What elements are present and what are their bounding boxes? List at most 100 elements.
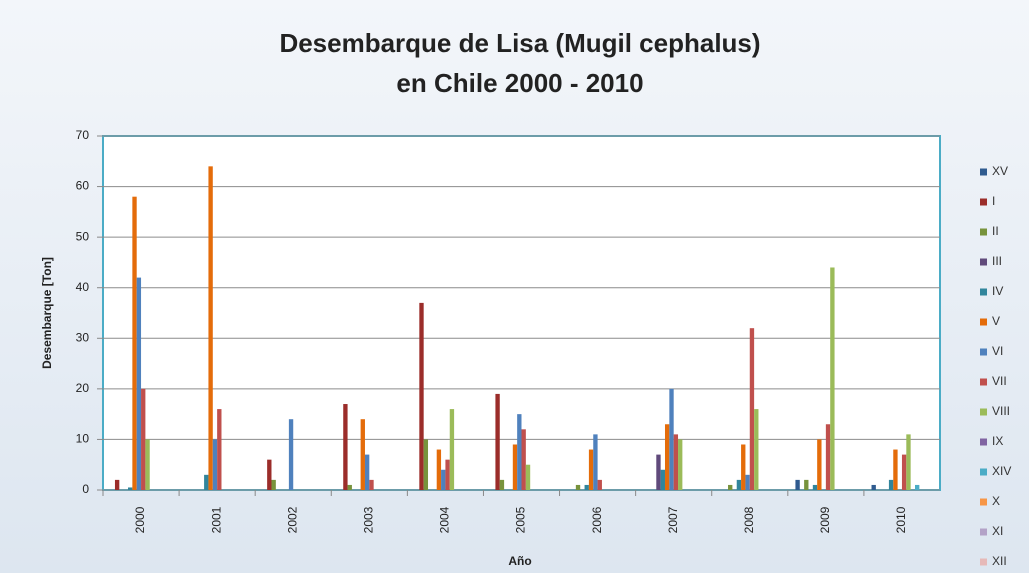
- legend-swatch: [980, 318, 987, 326]
- x-tick-label: 2003: [361, 506, 375, 533]
- x-tick-label: 2005: [514, 506, 528, 533]
- bar: [593, 434, 598, 490]
- legend-label: IV: [992, 284, 1003, 298]
- bar: [669, 388, 674, 490]
- y-axis-label: Desembarque [Ton]: [40, 257, 54, 369]
- legend-label: VII: [992, 374, 1007, 388]
- bar: [204, 474, 209, 490]
- legend-label: VIII: [992, 404, 1010, 418]
- x-axis-label: Año: [508, 554, 531, 568]
- y-tick-label: 40: [76, 280, 90, 294]
- y-tick-label: 0: [82, 482, 89, 496]
- x-tick-label: 2000: [133, 506, 147, 533]
- bar: [812, 484, 818, 490]
- legend-label: III: [992, 254, 1002, 268]
- bar: [660, 469, 665, 490]
- x-tick-label: 2008: [742, 506, 756, 533]
- bar: [588, 449, 594, 490]
- bar: [575, 484, 581, 490]
- x-tick-label: 2007: [666, 506, 680, 533]
- legend-swatch: [980, 528, 987, 536]
- bar: [136, 277, 142, 490]
- bar: [495, 393, 500, 490]
- bar: [754, 409, 759, 490]
- legend-label: XIV: [992, 464, 1011, 478]
- legend-label: X: [992, 494, 1000, 508]
- bar: [871, 484, 876, 490]
- bar: [364, 454, 370, 490]
- bar: [656, 454, 661, 490]
- bar: [360, 419, 365, 490]
- legend-swatch: [980, 258, 987, 266]
- legend-label: XII: [992, 554, 1007, 568]
- bar: [906, 434, 911, 490]
- bar: [128, 487, 133, 490]
- legend-swatch: [980, 168, 987, 176]
- legend-swatch: [980, 228, 987, 236]
- bar: [825, 424, 831, 490]
- bar: [817, 439, 822, 490]
- bar: [217, 409, 222, 490]
- legend-label: I: [992, 194, 995, 208]
- legend-swatch: [980, 378, 987, 386]
- legend-label: VI: [992, 344, 1003, 358]
- legend-swatch: [980, 408, 987, 416]
- bar: [795, 479, 800, 490]
- bar: [749, 328, 755, 490]
- legend-label: XV: [992, 164, 1008, 178]
- bar: [212, 439, 218, 490]
- bar: [132, 196, 137, 490]
- legend-label: V: [992, 314, 1000, 328]
- y-tick-label: 50: [76, 229, 90, 243]
- bar: [525, 464, 531, 490]
- bar: [445, 459, 450, 490]
- x-tick-label: 2002: [285, 506, 299, 533]
- bar: [521, 429, 526, 490]
- bar: [517, 414, 522, 490]
- bar: [914, 484, 920, 490]
- bar: [145, 439, 150, 490]
- bar: [745, 474, 750, 490]
- x-tick-label: 2001: [209, 506, 223, 533]
- bar: [114, 479, 120, 490]
- legend-swatch: [980, 198, 987, 206]
- bar: [741, 444, 746, 490]
- x-tick-label: 2009: [818, 506, 832, 533]
- legend-swatch: [980, 468, 987, 476]
- bar: [419, 302, 424, 490]
- bar: [893, 449, 898, 490]
- bar: [584, 484, 589, 490]
- bar: [449, 409, 455, 490]
- bar: [288, 419, 294, 490]
- bar: [441, 469, 446, 490]
- bar: [208, 166, 213, 491]
- legend-label: IX: [992, 434, 1003, 448]
- y-tick-label: 20: [76, 381, 90, 395]
- chart-title: Desembarque de Lisa (Mugil cephalus): [279, 28, 760, 58]
- x-tick-label: 2010: [894, 506, 908, 533]
- bar: [343, 404, 348, 490]
- bar: [728, 484, 733, 490]
- bar: [664, 424, 670, 490]
- bar: [736, 479, 742, 490]
- legend-swatch: [980, 348, 987, 356]
- bar: [804, 479, 809, 490]
- bar: [673, 434, 679, 490]
- x-tick-label: 2006: [590, 506, 604, 533]
- bar: [901, 454, 907, 490]
- chart-subtitle: en Chile 2000 - 2010: [396, 68, 643, 98]
- y-tick-label: 10: [76, 432, 90, 446]
- bar: [830, 267, 835, 490]
- legend-label: II: [992, 224, 999, 238]
- bar: [436, 449, 442, 490]
- legend-swatch: [980, 558, 987, 566]
- legend-swatch: [980, 498, 987, 506]
- legend-swatch: [980, 288, 987, 296]
- bar: [512, 444, 518, 490]
- bar: [271, 479, 276, 490]
- bar: [347, 484, 352, 490]
- bar: [597, 479, 602, 490]
- bar: [369, 479, 374, 490]
- bar: [141, 388, 146, 490]
